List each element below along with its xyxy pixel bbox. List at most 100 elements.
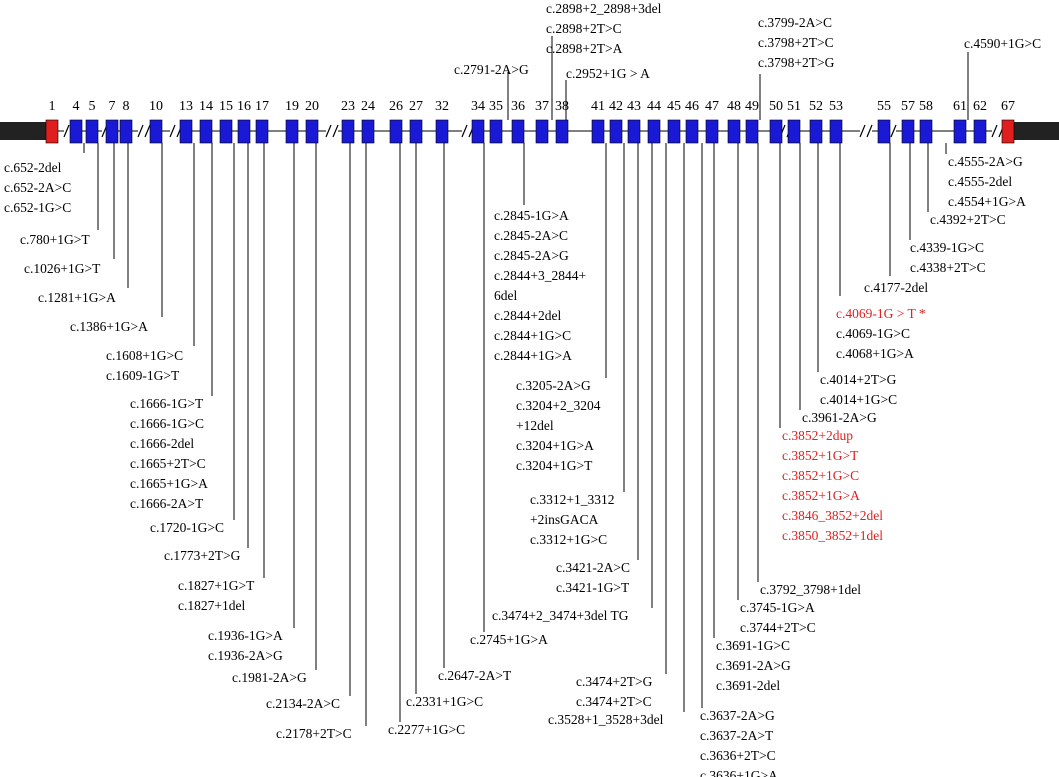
mutation-label: c.3474+2T>G xyxy=(576,674,653,689)
mutation-label: c.2277+1G>C xyxy=(388,722,465,737)
exon-number: 47 xyxy=(705,99,719,114)
exon-34 xyxy=(471,119,485,144)
mutation-label: c.1665+2T>C xyxy=(130,456,206,471)
mutation-label: c.1773+2T>G xyxy=(164,548,241,563)
break-slash xyxy=(859,124,866,138)
mutation-label: c.1608+1G>C xyxy=(106,348,183,363)
mutation-label: c.3691-2A>G xyxy=(716,658,791,673)
exon-number: 19 xyxy=(285,99,299,114)
exon-number: 14 xyxy=(199,99,213,114)
mutation-label: c.3744+2T>C xyxy=(740,620,816,635)
mutation-label: c.3798+2T>C xyxy=(758,35,834,50)
exon-number: 51 xyxy=(787,99,801,114)
mutation-label: c.4554+1G>A xyxy=(948,194,1026,209)
exon-4 xyxy=(69,119,83,144)
exon-17 xyxy=(255,119,269,144)
exon-number: 13 xyxy=(179,99,193,114)
mutation-labels: c.652-2del c.652-2A>C c.652-1G>C c.780+1G>T… xyxy=(4,1,1041,777)
mutation-label: c.780+1G>T xyxy=(20,232,90,247)
exon-57 xyxy=(901,119,915,144)
exon-number: 37 xyxy=(535,99,549,114)
mutation-label: c.1386+1G>A xyxy=(70,319,148,334)
exon-7 xyxy=(105,119,119,144)
exon-number: 44 xyxy=(647,99,661,114)
break-slash xyxy=(325,124,332,138)
exon-43 xyxy=(627,119,641,144)
exon-42 xyxy=(609,119,623,144)
exon-58 xyxy=(919,119,933,144)
exon-number: 5 xyxy=(89,99,96,114)
mutation-label: c.1666-2del xyxy=(130,436,194,451)
mutation-label: c.652-1G>C xyxy=(4,200,71,215)
exon-23 xyxy=(341,119,355,144)
exon-number: 52 xyxy=(809,99,823,114)
mutation-label: c.2898+2T>A xyxy=(546,41,623,56)
mutation-label: c.3961-2A>G xyxy=(802,410,877,425)
exon-number: 17 xyxy=(255,99,269,114)
exon-10 xyxy=(149,119,163,144)
mutation-label: c.1720-1G>C xyxy=(150,520,224,535)
mutation-label: c.3312+1_3312 xyxy=(530,492,614,507)
right-end-bar xyxy=(1014,122,1059,140)
mutation-label: c.3528+1_3528+3del xyxy=(548,712,664,727)
exon-13 xyxy=(179,119,193,144)
break-slash xyxy=(144,124,151,138)
mutation-label-highlight: c.3852+2dup xyxy=(782,428,853,443)
mutation-label: c.2845-1G>A xyxy=(494,208,569,223)
exon-38 xyxy=(555,119,569,144)
mutation-label-highlight: c.4069-1G > T * xyxy=(836,306,926,321)
exon-26 xyxy=(389,119,403,144)
exon-number: 10 xyxy=(149,99,163,114)
mutation-label: c.2844+2del xyxy=(494,308,561,323)
mutation-label: c.3745-1G>A xyxy=(740,600,815,615)
mutation-label: +2insGACA xyxy=(530,512,599,527)
exon-number: 27 xyxy=(409,99,423,114)
exon-47 xyxy=(705,119,719,144)
mutation-label: c.4555-2A>G xyxy=(948,154,1023,169)
break-gap xyxy=(326,125,338,137)
break-slash xyxy=(890,124,897,138)
exon-number: 58 xyxy=(919,99,933,114)
exon-number: 35 xyxy=(489,99,503,114)
mutation-label: c.2844+1G>C xyxy=(494,328,571,343)
mutation-label: c.1666-1G>C xyxy=(130,416,204,431)
mutation-label: c.4339-1G>C xyxy=(910,240,984,255)
mutation-label: c.2647-2A>T xyxy=(438,668,512,683)
mutation-label: c.2178+2T>C xyxy=(276,726,352,741)
exon-41 xyxy=(591,119,605,144)
mutation-label: c.2331+1G>C xyxy=(406,694,483,709)
exon-number: 53 xyxy=(829,99,843,114)
exon-number: 7 xyxy=(109,99,116,114)
mutation-label: c.3691-1G>C xyxy=(716,638,790,653)
break-slash xyxy=(332,124,339,138)
mutation-label: c.3205-2A>G xyxy=(516,378,591,393)
mutation-label: c.4014+1G>C xyxy=(820,392,897,407)
mutation-label: c.3204+1G>A xyxy=(516,438,594,453)
mutation-label-highlight: c.3850_3852+1del xyxy=(782,528,883,543)
mutation-label: c.4338+2T>C xyxy=(910,260,986,275)
break-gap xyxy=(462,125,474,137)
mutation-label: c.2844+3_2844+ xyxy=(494,268,586,283)
exon-number: 41 xyxy=(591,99,605,114)
exon-14 xyxy=(199,119,213,144)
mutation-label: c.1026+1G>T xyxy=(24,261,101,276)
mutation-label-highlight: c.3852+1G>C xyxy=(782,468,859,483)
exon-numbers: 1 4 5 7 8 10 13 14 15 16 17 19 20 23 24 26 27 32 34 35 36 37 3… xyxy=(49,99,1016,114)
break-gap xyxy=(992,125,1004,137)
mutation-label: c.2845-2A>C xyxy=(494,228,568,243)
mutation-label: c.4069-1G>C xyxy=(836,326,910,341)
mutation-label: c.4392+2T>C xyxy=(930,212,1006,227)
break-slash xyxy=(169,124,176,138)
mutation-label: c.3421-1G>T xyxy=(556,580,630,595)
exon-61 xyxy=(953,119,967,144)
exon-number: 4 xyxy=(73,99,80,114)
mutation-label: c.2898+2_2898+3del xyxy=(546,1,662,16)
exon-number: 20 xyxy=(305,99,319,114)
exon-number: 1 xyxy=(49,99,56,114)
mutation-label: c.3792_3798+1del xyxy=(760,582,861,597)
exon-number: 46 xyxy=(685,99,699,114)
exon-15 xyxy=(219,119,233,144)
mutation-label: c.1827+1G>T xyxy=(178,578,255,593)
mutation-label: c.2898+2T>C xyxy=(546,21,622,36)
